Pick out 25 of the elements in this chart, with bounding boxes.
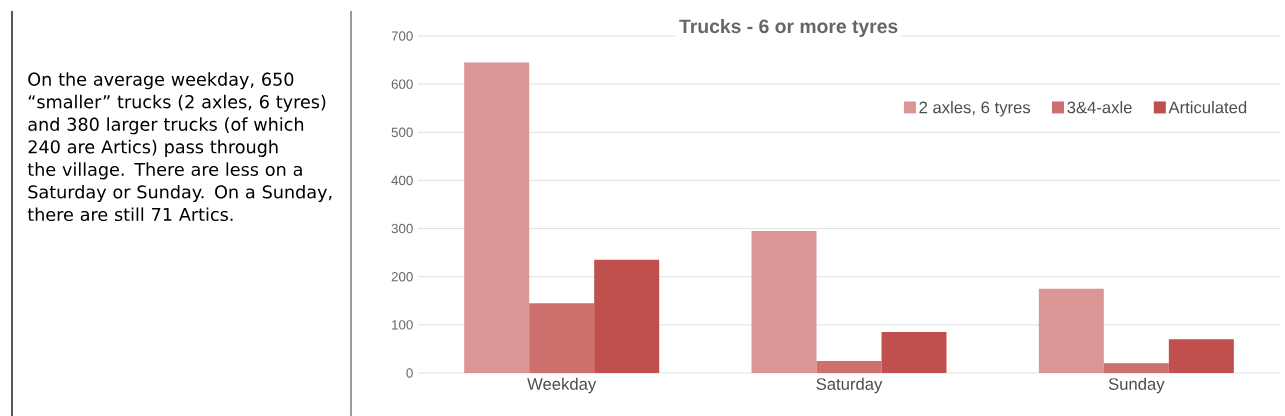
legend-label: 3&4-axle: [1067, 101, 1132, 114]
bar: [1103, 363, 1169, 373]
bar: [594, 259, 660, 373]
bar: [1168, 339, 1234, 373]
y-tick-label: 0: [406, 368, 413, 378]
bar: [816, 360, 882, 373]
x-tick-label: Sunday: [1108, 377, 1165, 394]
y-tick-label: 500: [391, 127, 413, 137]
y-tick-label: 600: [391, 79, 413, 89]
bar: [464, 62, 530, 373]
y-tick-label: 400: [391, 175, 413, 186]
legend-label: Articulated: [1168, 101, 1247, 114]
x-tick-label: Weekday: [527, 377, 597, 394]
bar: [529, 303, 595, 373]
y-tick-label: 200: [391, 271, 413, 282]
bar: [881, 332, 947, 373]
y-tick-label: 100: [392, 320, 413, 330]
bar: [751, 230, 817, 373]
y-tick-label: 300: [391, 223, 413, 234]
bar: [1038, 288, 1104, 373]
x-tick-label: Saturday: [816, 377, 883, 394]
legend-label: 2 axles, 6 tyres: [919, 101, 1031, 117]
chart-title: Trucks - 6 or more tyres: [679, 18, 898, 38]
text: On the average weekday, 650 “smaller” trucks (2 axles, 6 tyres) and 380 larger trucks (of which 240 are Artics) pass through the village. There are less on a Saturday or Sunday. On a Sunday, there are still 71 Artics.: [27, 72, 332, 222]
y-tick-label: 700: [391, 31, 413, 41]
